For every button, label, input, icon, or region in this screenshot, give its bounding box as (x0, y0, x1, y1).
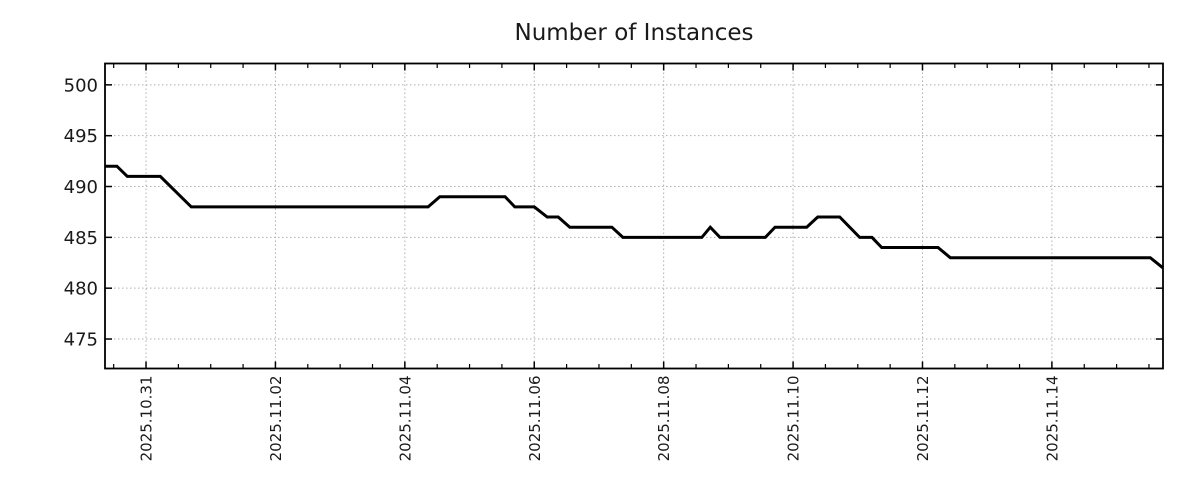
y-tick-label: 475 (64, 330, 98, 351)
y-tick-label: 490 (64, 177, 98, 198)
y-tick-label: 480 (64, 279, 98, 300)
axes (104, 62, 1164, 370)
x-tick-label: 2025.11.08 (655, 376, 673, 462)
x-tick-label: 2025.11.02 (267, 376, 285, 462)
data-line-instances (105, 164, 1164, 270)
x-tick-label: 2025.11.04 (396, 376, 414, 462)
y-tick-label: 500 (64, 75, 98, 96)
tick-labels: 475 480 485 490 495 500 2025.10.31 2025.11.02 20… (64, 75, 1062, 461)
plot-border (104, 62, 1164, 370)
data-series (105, 164, 1164, 270)
grid-lines (106, 64, 1162, 368)
x-tick-label: 2025.10.31 (138, 376, 156, 462)
y-tick-label: 485 (64, 228, 98, 249)
y-tick-label: 495 (64, 126, 98, 147)
chart-title: Number of Instances (515, 20, 754, 46)
x-tick-label: 2025.11.14 (1043, 376, 1061, 462)
x-tick-label: 2025.11.10 (785, 376, 803, 462)
x-tick-label: 2025.11.06 (526, 376, 544, 462)
x-tick-label: 2025.11.12 (914, 376, 932, 462)
